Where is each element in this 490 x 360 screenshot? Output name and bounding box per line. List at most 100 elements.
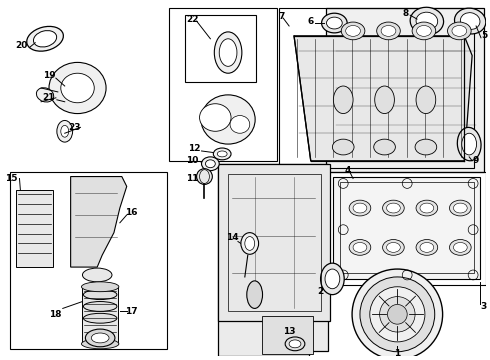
Text: 10: 10 — [187, 156, 199, 165]
Text: 17: 17 — [125, 307, 138, 316]
Text: 11: 11 — [186, 174, 199, 183]
Ellipse shape — [449, 200, 471, 216]
Text: 5: 5 — [481, 31, 487, 40]
Text: 19: 19 — [43, 71, 55, 80]
Ellipse shape — [383, 200, 404, 216]
Polygon shape — [71, 176, 127, 267]
Ellipse shape — [349, 200, 371, 216]
Bar — [340, 183, 474, 273]
Bar — [228, 174, 320, 311]
Ellipse shape — [332, 139, 354, 155]
Ellipse shape — [375, 86, 394, 113]
Ellipse shape — [353, 243, 367, 252]
Ellipse shape — [457, 127, 481, 161]
Bar — [82, 287, 118, 344]
Text: 6: 6 — [308, 17, 314, 26]
Circle shape — [370, 287, 425, 342]
Circle shape — [388, 305, 407, 324]
Ellipse shape — [453, 203, 467, 213]
Ellipse shape — [383, 239, 404, 255]
Circle shape — [196, 169, 212, 184]
Text: 8: 8 — [402, 9, 408, 18]
Polygon shape — [326, 8, 484, 172]
Ellipse shape — [387, 203, 400, 213]
Ellipse shape — [230, 116, 250, 133]
Ellipse shape — [49, 62, 106, 113]
Ellipse shape — [199, 104, 231, 131]
Ellipse shape — [416, 200, 438, 216]
Ellipse shape — [213, 148, 231, 160]
Ellipse shape — [83, 313, 117, 323]
Ellipse shape — [452, 26, 467, 36]
Ellipse shape — [349, 239, 371, 255]
Ellipse shape — [81, 282, 119, 292]
Ellipse shape — [201, 157, 219, 171]
Bar — [185, 15, 256, 82]
Ellipse shape — [27, 26, 63, 51]
Ellipse shape — [214, 32, 242, 73]
Ellipse shape — [447, 22, 471, 40]
Ellipse shape — [83, 290, 117, 300]
Ellipse shape — [61, 125, 69, 137]
Ellipse shape — [326, 17, 342, 29]
Polygon shape — [333, 176, 480, 279]
Text: 15: 15 — [5, 174, 18, 183]
Ellipse shape — [377, 22, 400, 40]
Ellipse shape — [333, 86, 353, 113]
Text: 2: 2 — [318, 287, 324, 296]
Ellipse shape — [320, 263, 344, 294]
Text: 7: 7 — [278, 12, 284, 21]
Circle shape — [380, 297, 415, 332]
Polygon shape — [294, 36, 472, 161]
Ellipse shape — [410, 7, 443, 35]
Bar — [326, 172, 486, 285]
Ellipse shape — [455, 8, 486, 34]
Ellipse shape — [387, 243, 400, 252]
Ellipse shape — [91, 333, 109, 343]
Bar — [279, 8, 474, 168]
Ellipse shape — [453, 243, 467, 252]
Text: 12: 12 — [188, 144, 201, 153]
Ellipse shape — [205, 160, 215, 168]
Ellipse shape — [245, 237, 255, 250]
Text: 14: 14 — [226, 233, 238, 242]
Ellipse shape — [345, 26, 361, 36]
Ellipse shape — [289, 340, 301, 348]
Ellipse shape — [374, 139, 395, 155]
Ellipse shape — [36, 88, 54, 102]
Ellipse shape — [416, 239, 438, 255]
Ellipse shape — [241, 233, 259, 254]
Ellipse shape — [381, 26, 396, 36]
Ellipse shape — [219, 39, 237, 66]
Ellipse shape — [461, 13, 480, 30]
Text: 22: 22 — [186, 15, 199, 24]
Circle shape — [360, 277, 435, 352]
Bar — [16, 190, 53, 267]
Ellipse shape — [341, 22, 365, 40]
Ellipse shape — [420, 243, 434, 252]
Bar — [262, 316, 313, 354]
Ellipse shape — [285, 337, 305, 351]
Ellipse shape — [57, 121, 73, 142]
Ellipse shape — [82, 268, 112, 282]
Text: 9: 9 — [473, 156, 479, 165]
Ellipse shape — [416, 12, 438, 30]
Polygon shape — [218, 164, 330, 321]
Ellipse shape — [85, 329, 115, 347]
Circle shape — [352, 269, 442, 360]
Polygon shape — [218, 164, 328, 356]
Ellipse shape — [416, 26, 431, 36]
Ellipse shape — [462, 133, 477, 155]
Ellipse shape — [61, 73, 94, 103]
Ellipse shape — [33, 31, 57, 47]
Ellipse shape — [420, 203, 434, 213]
Ellipse shape — [81, 339, 119, 349]
Ellipse shape — [415, 139, 437, 155]
Text: 3: 3 — [481, 302, 487, 311]
Text: 16: 16 — [125, 208, 138, 217]
Ellipse shape — [321, 13, 347, 33]
Ellipse shape — [449, 239, 471, 255]
Ellipse shape — [201, 95, 255, 144]
Text: 23: 23 — [68, 123, 81, 132]
Text: 18: 18 — [49, 310, 61, 319]
